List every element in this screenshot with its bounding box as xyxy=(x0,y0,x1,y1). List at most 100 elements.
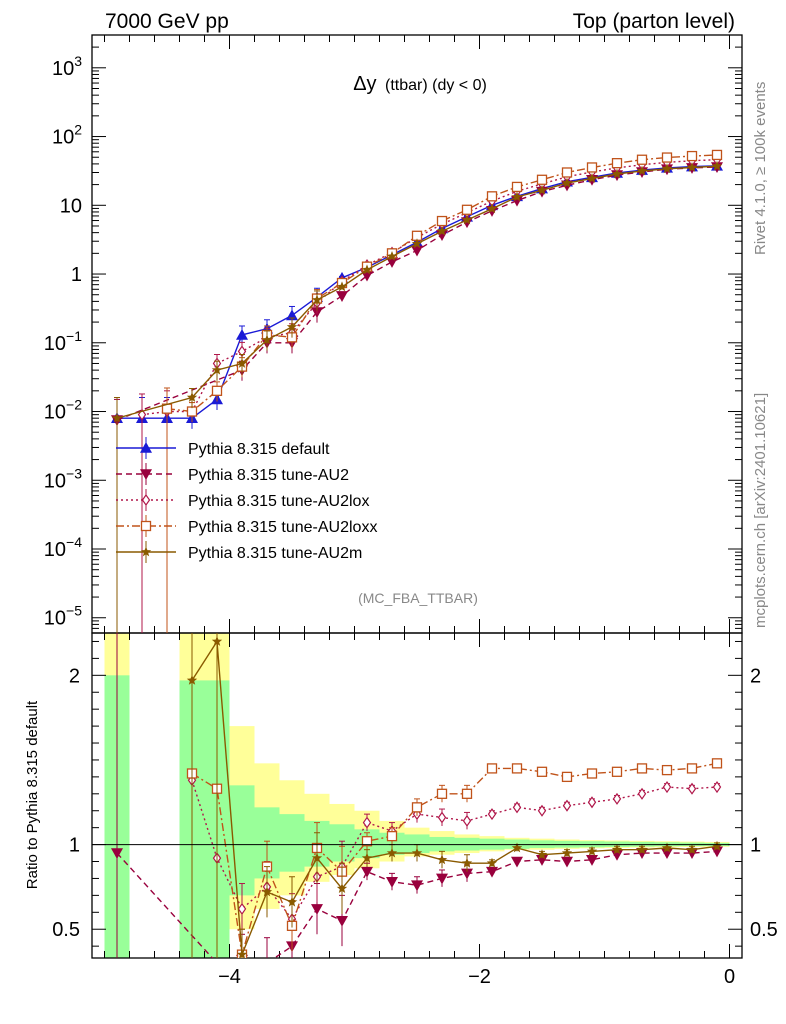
series-4-point xyxy=(336,281,348,292)
legend: Pythia 8.315 default Pythia 8.315 tune-AU… xyxy=(116,437,377,563)
series-3-point xyxy=(436,215,448,227)
ratio-series-0-point xyxy=(711,846,723,858)
ratio-series-2-point xyxy=(486,763,498,774)
ratio-series-0-point xyxy=(436,873,448,885)
ratio-series-0-point xyxy=(361,866,373,878)
ratio-series-0-point xyxy=(536,855,548,866)
ratio-plot-frame xyxy=(91,632,743,959)
ratio-series-3-point xyxy=(236,949,248,958)
ratio-series-3-point xyxy=(586,845,598,856)
series-4-point xyxy=(561,177,573,188)
series-4-point xyxy=(686,162,698,172)
series-1-point xyxy=(411,245,423,257)
ratio-series-0-point xyxy=(261,958,273,969)
ratio-series-0-point xyxy=(511,856,523,868)
ratio-series-3-point xyxy=(361,852,373,863)
series-4-point xyxy=(461,214,473,225)
ratio-ylabel: Ratio to Pythia 8.315 default xyxy=(24,700,41,889)
ratio-series-3-point xyxy=(186,674,198,685)
series-3-point xyxy=(711,149,723,161)
ratio-series-3-point xyxy=(286,896,298,907)
legend-marker xyxy=(140,469,152,480)
series-0-point xyxy=(236,328,248,340)
plot-title-main: Δy xyxy=(353,73,376,95)
ratio-series-0-point xyxy=(661,848,673,860)
series-4-point xyxy=(661,163,673,174)
series-3-line xyxy=(166,154,718,413)
axes: −4 −2 0 10−5 10−4 10−3 10−2 10−1 1 10 102 103 0.5 0.5… xyxy=(44,34,778,988)
ratio-series-3-point xyxy=(336,883,348,893)
series-4-point xyxy=(386,251,398,261)
x-tick-label: 0 xyxy=(724,966,735,988)
series-4-line xyxy=(116,165,718,419)
header-left: 7000 GeV pp xyxy=(105,10,229,33)
y-tick-label: 10−5 xyxy=(44,603,82,630)
legend-marker xyxy=(140,442,152,453)
ratio-series-3-point xyxy=(261,886,273,897)
ratio-series-3-point xyxy=(386,847,398,858)
ratio-series-2-point xyxy=(711,758,723,769)
series-3-point xyxy=(661,152,673,163)
ratio-series-0-point xyxy=(111,848,123,860)
series-3-group xyxy=(161,149,723,633)
main-plot-frame xyxy=(91,34,743,634)
series-4-point xyxy=(411,238,423,249)
ratio-series-2-point xyxy=(436,788,448,799)
ratio-series-3-point xyxy=(686,844,698,855)
series-4-group xyxy=(111,160,723,633)
series-2-line xyxy=(141,159,718,416)
legend-label: Pythia 8.315 tune-AU2loxx xyxy=(188,519,377,536)
ratio-series-0-point xyxy=(486,866,498,878)
legend-item: Pythia 8.315 tune-AU2 xyxy=(116,463,349,485)
ratio-series-0-point xyxy=(336,915,348,927)
ratio-series-0-point xyxy=(636,848,648,860)
ratio-series-1-point xyxy=(512,801,522,814)
series-3-point xyxy=(586,162,598,173)
main-series xyxy=(111,149,723,633)
series-4-point xyxy=(311,294,323,305)
y-tick-label: 10−3 xyxy=(44,465,82,492)
series-1-line xyxy=(116,166,718,421)
ratio-y-tick-label: 2 xyxy=(69,665,80,687)
ratio-series-2-line xyxy=(191,762,718,955)
legend-label: Pythia 8.315 tune-AU2m xyxy=(188,545,362,562)
ratio-series-3-point xyxy=(536,849,548,860)
series-4-point xyxy=(536,184,548,195)
series-4-point xyxy=(261,334,273,345)
ratio-y-tick-label: 1 xyxy=(69,835,80,857)
ratio-series-1-point xyxy=(712,780,722,794)
ratio-series-3-point xyxy=(311,852,323,863)
legend-item: Pythia 8.315 default xyxy=(116,437,330,459)
series-4-point xyxy=(636,165,648,176)
x-tick-label: −4 xyxy=(218,966,241,988)
legend-label: Pythia 8.315 default xyxy=(188,441,330,458)
series-3-point xyxy=(611,158,623,169)
ratio-series-2-point xyxy=(536,766,548,777)
ratio-series-3-point xyxy=(611,844,623,855)
y-tick-label: 103 xyxy=(52,53,82,80)
series-1-point xyxy=(361,270,373,282)
ratio-series-3-line xyxy=(191,639,718,955)
series-1-point xyxy=(386,257,398,268)
ratio-series-0-point xyxy=(586,855,598,866)
series-3-point xyxy=(686,150,698,162)
series-4-point xyxy=(436,225,448,236)
legend-label: Pythia 8.315 tune-AU2lox xyxy=(188,493,369,510)
band-green-bin xyxy=(229,785,255,896)
ratio-series-3-point xyxy=(461,857,473,868)
ratio-series-2-point xyxy=(686,763,698,774)
band-green-bin xyxy=(279,814,305,872)
ratio-series-1-point xyxy=(487,808,497,821)
legend-item: Pythia 8.315 tune-AU2lox xyxy=(116,489,369,511)
ratio-series-1-point xyxy=(462,814,472,827)
series-4-point xyxy=(511,191,523,202)
ratio-series-1-point xyxy=(562,799,572,812)
ratio-series-1-point xyxy=(537,804,547,817)
ratio-y-tick-label-right: 1 xyxy=(750,835,761,857)
series-4-point xyxy=(361,264,373,275)
ratio-series-0-point xyxy=(611,849,623,861)
series-4-point xyxy=(586,173,598,183)
ratio-series-3-point xyxy=(411,847,423,858)
series-4-point xyxy=(286,321,298,332)
